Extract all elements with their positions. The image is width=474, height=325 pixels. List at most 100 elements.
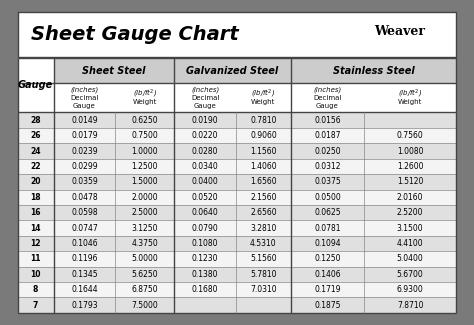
Text: 0.9060: 0.9060 xyxy=(250,131,277,140)
Text: 1.0080: 1.0080 xyxy=(397,147,423,156)
Text: 3.1250: 3.1250 xyxy=(132,224,158,233)
Text: Gauge: Gauge xyxy=(18,80,53,90)
Text: 7.5000: 7.5000 xyxy=(131,301,158,310)
Text: Decimal: Decimal xyxy=(191,95,219,101)
Text: Sheet Steel: Sheet Steel xyxy=(82,66,146,76)
Bar xyxy=(18,282,456,297)
Text: 8: 8 xyxy=(33,285,38,294)
Text: 0.0239: 0.0239 xyxy=(71,147,98,156)
Bar xyxy=(18,236,456,251)
Text: 0.0790: 0.0790 xyxy=(192,224,219,233)
Text: 0.1719: 0.1719 xyxy=(314,285,341,294)
Text: 0.0375: 0.0375 xyxy=(314,177,341,186)
Text: 22: 22 xyxy=(30,162,41,171)
Text: 4.3750: 4.3750 xyxy=(131,239,158,248)
Text: 5.6700: 5.6700 xyxy=(397,270,424,279)
Text: 0.0500: 0.0500 xyxy=(314,193,341,202)
Text: Decimal: Decimal xyxy=(70,95,99,101)
Text: 24: 24 xyxy=(30,147,41,156)
Text: 0.1230: 0.1230 xyxy=(192,254,219,263)
Text: 7: 7 xyxy=(33,301,38,310)
Text: 0.0190: 0.0190 xyxy=(192,116,219,125)
Text: 1.5000: 1.5000 xyxy=(131,177,158,186)
Text: 0.1380: 0.1380 xyxy=(192,270,219,279)
Text: 0.1046: 0.1046 xyxy=(71,239,98,248)
Text: 0.0781: 0.0781 xyxy=(314,224,341,233)
Text: 2.0000: 2.0000 xyxy=(131,193,158,202)
Text: 14: 14 xyxy=(30,224,41,233)
Text: 0.0220: 0.0220 xyxy=(192,131,219,140)
Text: 0.1406: 0.1406 xyxy=(314,270,341,279)
Bar xyxy=(18,266,456,282)
Text: 11: 11 xyxy=(30,254,41,263)
Text: 0.7810: 0.7810 xyxy=(250,116,277,125)
Text: Stainless Steel: Stainless Steel xyxy=(333,66,414,76)
Text: 18: 18 xyxy=(30,193,41,202)
Text: (inches): (inches) xyxy=(191,86,219,93)
Text: Weight: Weight xyxy=(251,99,275,105)
Bar xyxy=(291,58,456,83)
Text: 26: 26 xyxy=(30,131,41,140)
Bar xyxy=(18,174,456,189)
Text: 0.0400: 0.0400 xyxy=(192,177,219,186)
Text: Galvanized Steel: Galvanized Steel xyxy=(186,66,279,76)
Text: 1.0000: 1.0000 xyxy=(131,147,158,156)
Bar xyxy=(18,251,456,266)
Bar xyxy=(18,12,456,57)
Text: 4.4100: 4.4100 xyxy=(397,239,423,248)
Text: (inches): (inches) xyxy=(70,86,99,93)
Bar xyxy=(18,297,456,313)
Text: (lb/ft$^2$): (lb/ft$^2$) xyxy=(251,88,275,100)
Bar xyxy=(18,128,456,143)
Text: 0.0520: 0.0520 xyxy=(192,193,219,202)
Text: 2.6560: 2.6560 xyxy=(250,208,277,217)
Text: Weight: Weight xyxy=(133,99,157,105)
Text: 0.0747: 0.0747 xyxy=(71,224,98,233)
Text: 0.0280: 0.0280 xyxy=(192,147,219,156)
Text: 0.0156: 0.0156 xyxy=(314,116,341,125)
Text: 0.0250: 0.0250 xyxy=(314,147,341,156)
Text: 2.1560: 2.1560 xyxy=(250,193,277,202)
Text: (lb/ft$^2$): (lb/ft$^2$) xyxy=(133,88,157,100)
Bar xyxy=(18,143,456,159)
Text: 0.1793: 0.1793 xyxy=(71,301,98,310)
Text: 2.5200: 2.5200 xyxy=(397,208,423,217)
Text: 1.5120: 1.5120 xyxy=(397,177,423,186)
Text: 0.1875: 0.1875 xyxy=(314,301,341,310)
Text: 0.0478: 0.0478 xyxy=(71,193,98,202)
Text: Gauge: Gauge xyxy=(194,103,217,109)
Text: 28: 28 xyxy=(30,116,41,125)
Text: 0.0299: 0.0299 xyxy=(71,162,98,171)
Text: 0.1080: 0.1080 xyxy=(192,239,219,248)
Bar xyxy=(18,205,456,220)
Text: 0.0625: 0.0625 xyxy=(314,208,341,217)
Text: 0.1250: 0.1250 xyxy=(314,254,341,263)
Text: 3.1500: 3.1500 xyxy=(397,224,423,233)
Text: 0.1345: 0.1345 xyxy=(71,270,98,279)
Text: 20: 20 xyxy=(30,177,41,186)
Text: 5.7810: 5.7810 xyxy=(250,270,277,279)
Text: 0.7560: 0.7560 xyxy=(397,131,424,140)
Text: 0.1094: 0.1094 xyxy=(314,239,341,248)
Text: 0.0340: 0.0340 xyxy=(192,162,219,171)
Bar xyxy=(18,58,456,313)
Text: 2.5000: 2.5000 xyxy=(131,208,158,217)
Text: 12: 12 xyxy=(30,239,41,248)
Bar xyxy=(54,58,174,83)
Text: 1.4060: 1.4060 xyxy=(250,162,277,171)
Text: 0.0598: 0.0598 xyxy=(71,208,98,217)
Text: 6.8750: 6.8750 xyxy=(131,285,158,294)
Text: Gauge: Gauge xyxy=(316,103,339,109)
Text: Weaver: Weaver xyxy=(374,25,425,38)
Bar xyxy=(174,58,291,83)
Text: 1.6560: 1.6560 xyxy=(250,177,277,186)
Text: 0.0359: 0.0359 xyxy=(71,177,98,186)
Bar xyxy=(18,112,456,128)
Text: 6.9300: 6.9300 xyxy=(397,285,424,294)
Bar xyxy=(18,220,456,236)
Text: 5.0400: 5.0400 xyxy=(397,254,424,263)
Text: 1.1560: 1.1560 xyxy=(250,147,277,156)
Text: 7.8710: 7.8710 xyxy=(397,301,423,310)
Text: 0.0149: 0.0149 xyxy=(71,116,98,125)
Text: 0.6250: 0.6250 xyxy=(131,116,158,125)
